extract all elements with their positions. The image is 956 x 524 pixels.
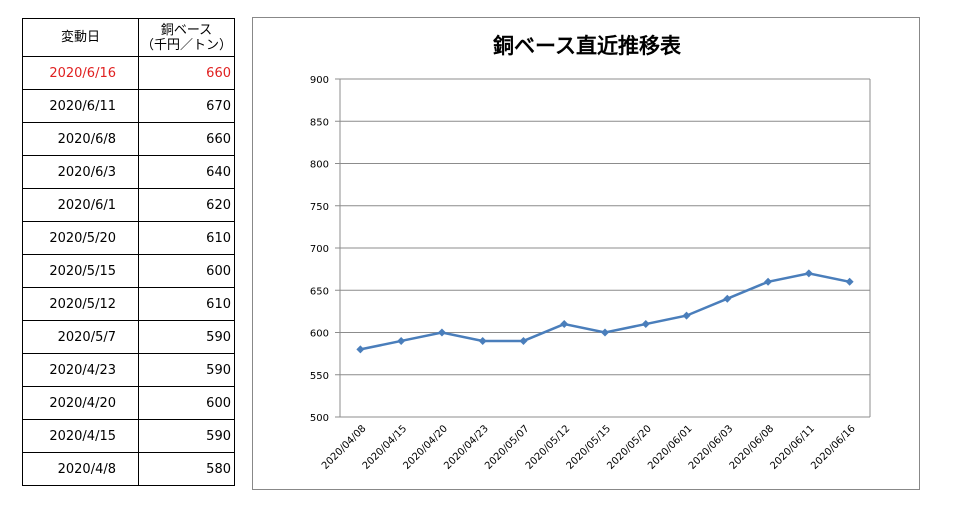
row-value: 590: [138, 419, 235, 453]
row-date: 2020/6/8: [22, 122, 139, 156]
row-date: 2020/5/20: [22, 221, 139, 255]
data-point: [519, 336, 528, 345]
chart-area: 銅ベース直近推移表 500 550 600 650 700 750 800 850 900 20…: [252, 17, 920, 490]
y-tick-label: 850: [310, 117, 329, 128]
line-chart: 銅ベース直近推移表 500 550 600 650 700 750 800 850 900 20…: [310, 34, 871, 472]
row-value: 580: [138, 452, 235, 486]
row-value: 640: [138, 155, 235, 189]
y-tick-label: 700: [310, 244, 329, 255]
chart-title: 銅ベース直近推移表: [493, 34, 682, 58]
data-point: [804, 269, 813, 278]
table-row: 2020/4/23 590: [22, 353, 235, 387]
row-date: 2020/6/16: [22, 56, 139, 90]
y-tick-label: 650: [310, 286, 329, 297]
table-row: 2020/5/15 600: [22, 254, 235, 288]
table-row: 2020/5/12 610: [22, 287, 235, 321]
row-date: 2020/4/20: [22, 386, 139, 420]
row-value: 670: [138, 89, 235, 123]
row-value: 660: [138, 122, 235, 156]
data-point: [478, 336, 487, 345]
table-row: 2020/5/7 590: [22, 320, 235, 354]
row-value: 610: [138, 221, 235, 255]
header-value-line1: 銅ベース: [160, 22, 213, 38]
row-date: 2020/5/15: [22, 254, 139, 288]
y-tick-label: 750: [310, 202, 329, 213]
table-header-row: 変動日 銅ベース （千円／トン）: [22, 18, 235, 57]
row-value: 660: [138, 56, 235, 90]
table-row: 2020/6/16 660: [22, 56, 235, 90]
row-date: 2020/5/7: [22, 320, 139, 354]
data-point: [397, 336, 406, 345]
y-tick-label: 900: [310, 75, 329, 86]
row-value: 600: [138, 386, 235, 420]
table-row: 2020/6/1 620: [22, 188, 235, 222]
row-date: 2020/5/12: [22, 287, 139, 321]
data-point: [764, 277, 773, 286]
x-tick-label: 2020/06/16: [809, 423, 858, 472]
row-date: 2020/4/8: [22, 452, 139, 486]
y-tick-label: 500: [310, 413, 329, 424]
data-point: [437, 328, 446, 337]
table-row: 2020/6/8 660: [22, 122, 235, 156]
row-date: 2020/4/23: [22, 353, 139, 387]
data-point: [641, 320, 650, 329]
row-value: 590: [138, 320, 235, 354]
table-row: 2020/5/20 610: [22, 221, 235, 255]
header-value: 銅ベース （千円／トン）: [138, 18, 235, 57]
header-date: 変動日: [22, 18, 139, 57]
row-value: 610: [138, 287, 235, 321]
table-row: 2020/6/3 640: [22, 155, 235, 189]
price-table: 変動日 銅ベース （千円／トン） 2020/6/16 660 2020/6/11 67…: [22, 18, 235, 486]
series-line: [360, 272, 850, 351]
row-value: 600: [138, 254, 235, 288]
table-row: 2020/6/11 670: [22, 89, 235, 123]
data-point: [682, 311, 691, 320]
y-tick-label: 600: [310, 329, 329, 340]
row-date: 2020/6/3: [22, 155, 139, 189]
data-point: [356, 345, 365, 354]
row-date: 2020/6/1: [22, 188, 139, 222]
table-row: 2020/4/8 580: [22, 452, 235, 486]
data-point: [845, 277, 854, 286]
table-row: 2020/4/15 590: [22, 419, 235, 453]
row-value: 620: [138, 188, 235, 222]
y-tick-label: 800: [310, 160, 329, 171]
data-point: [560, 320, 569, 329]
data-point: [601, 328, 609, 337]
row-value: 590: [138, 353, 235, 387]
row-date: 2020/6/11: [22, 89, 139, 123]
y-tick-label: 550: [310, 371, 329, 382]
row-date: 2020/4/15: [22, 419, 139, 453]
table-row: 2020/4/20 600: [22, 386, 235, 420]
data-point: [723, 294, 732, 303]
header-value-line2: （千円／トン）: [140, 37, 232, 53]
